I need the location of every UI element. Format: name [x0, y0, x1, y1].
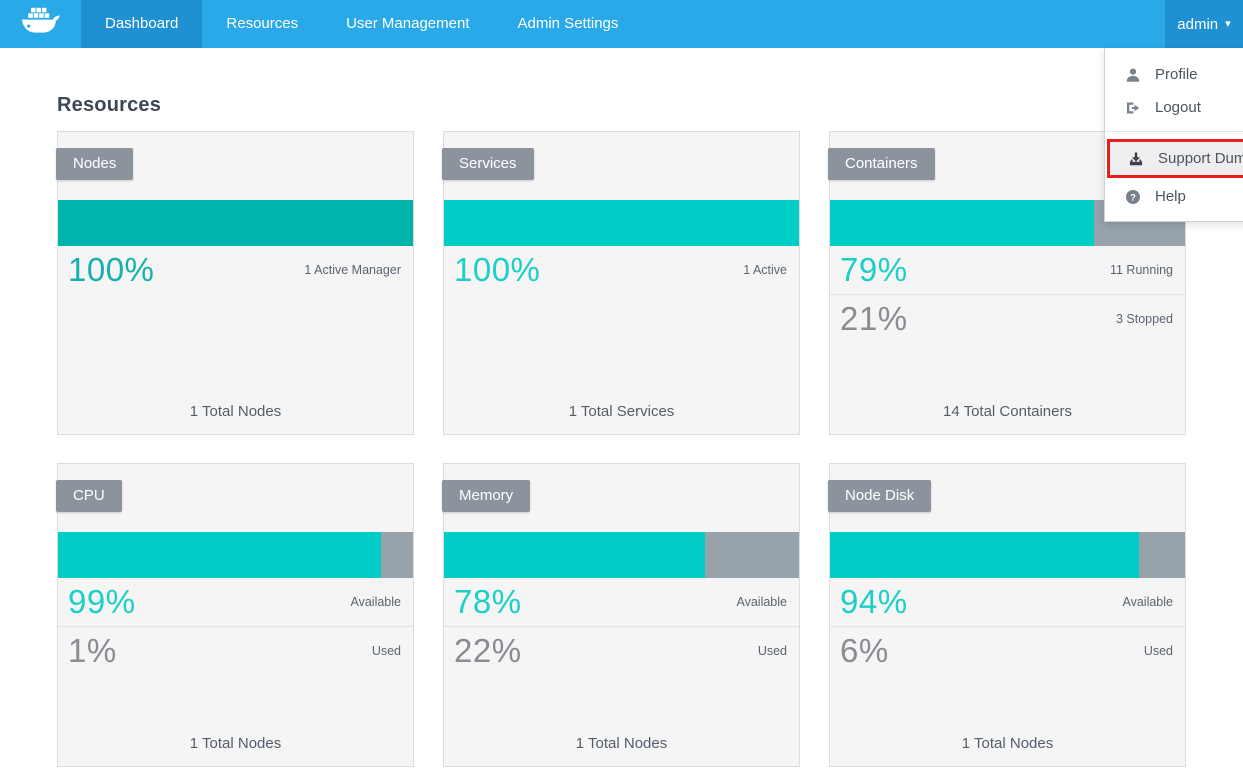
stat-label: 1 Active [743, 263, 787, 277]
resource-card-containers[interactable]: Containers 79% 11 Running 21% 3 Stopped … [828, 131, 1186, 435]
card-footer: 1 Total Services [568, 403, 675, 420]
stat-row: 100% 1 Active Manager [58, 246, 413, 294]
card-stats: 99% Available 1% Used [58, 578, 413, 674]
stat-label: 3 Stopped [1116, 311, 1173, 326]
stat-label: Used [757, 643, 787, 658]
logout-icon [1125, 100, 1141, 116]
stat-label: Available [350, 595, 401, 609]
card-footer: 1 Total Nodes [961, 735, 1054, 752]
main-content: Resources Nodes 100% 1 Active Manager 1 … [0, 94, 1243, 767]
resource-cards-grid: Nodes 100% 1 Active Manager 1 Total Node… [56, 131, 1186, 767]
card-stats: 78% Available 22% Used [444, 578, 799, 674]
stat-value: 78% [454, 583, 522, 620]
nav-item-resources[interactable]: Resources [226, 15, 299, 32]
docker-whale-icon [20, 6, 62, 42]
usage-bar [444, 200, 799, 246]
admin-menu-button[interactable]: admin ▾ [1165, 0, 1243, 48]
stat-value: 100% [454, 251, 541, 288]
stat-label: 1 Active Manager [304, 263, 401, 277]
stat-label: Used [371, 643, 401, 658]
help-icon: ? [1125, 189, 1141, 205]
top-navbar: Dashboard Resources User Management Admi… [0, 0, 1243, 48]
resource-card-nodes[interactable]: Nodes 100% 1 Active Manager 1 Total Node… [56, 131, 414, 435]
card-footer: 1 Total Nodes [189, 403, 282, 420]
resource-card-memory[interactable]: Memory 78% Available 22% Used 1 Total No… [442, 463, 800, 767]
page-title: Resources [57, 94, 162, 116]
stat-row: 99% Available [58, 578, 413, 626]
admin-username: admin [1177, 15, 1219, 33]
card-title-badge: Memory [442, 480, 531, 512]
stat-row: 6% Used [830, 626, 1185, 674]
menu-divider [1105, 131, 1243, 132]
stat-row: 94% Available [830, 578, 1185, 626]
main-nav: Dashboard Resources User Management Admi… [81, 0, 642, 48]
usage-bar-fill [58, 200, 413, 246]
usage-bar-fill [830, 200, 1095, 246]
card-title-badge: Node Disk [828, 480, 932, 512]
card-title-badge: Containers [828, 148, 935, 180]
card-title-badge: Nodes [56, 148, 134, 180]
stat-value: 22% [454, 631, 522, 669]
menu-item-profile[interactable]: Profile [1105, 58, 1243, 91]
stat-row: 79% 11 Running [830, 246, 1185, 294]
svg-text:?: ? [1130, 192, 1136, 203]
docker-logo[interactable] [0, 0, 81, 48]
resource-card-cpu[interactable]: CPU 99% Available 1% Used 1 Total Nodes [56, 463, 414, 767]
usage-bar-fill [444, 200, 799, 246]
stat-value: 100% [68, 251, 155, 288]
card-footer: 1 Total Nodes [189, 735, 282, 752]
card-footer: 14 Total Containers [943, 403, 1072, 420]
nav-item-user-management[interactable]: User Management [346, 15, 470, 32]
chevron-down-icon: ▾ [1225, 17, 1231, 30]
stat-value: 79% [840, 251, 908, 288]
usage-bar [830, 532, 1185, 578]
nav-item-admin-settings[interactable]: Admin Settings [517, 15, 619, 32]
stat-row: 22% Used [444, 626, 799, 674]
resource-card-services[interactable]: Services 100% 1 Active 1 Total Services [442, 131, 800, 435]
usage-bar [444, 532, 799, 578]
download-icon [1128, 151, 1144, 167]
menu-item-help[interactable]: ? Help [1105, 180, 1243, 213]
menu-item-label: Profile [1155, 66, 1198, 83]
stat-label: Available [736, 595, 787, 609]
stat-label: 11 Running [1109, 263, 1173, 277]
stat-row: 21% 3 Stopped [830, 294, 1185, 342]
usage-bar-fill [58, 532, 382, 578]
user-icon [1125, 67, 1141, 83]
card-stats: 94% Available 6% Used [830, 578, 1185, 674]
card-stats: 100% 1 Active Manager [58, 246, 413, 294]
stat-value: 1% [68, 631, 117, 669]
resource-card-node-disk[interactable]: Node Disk 94% Available 6% Used 1 Total … [828, 463, 1186, 767]
stat-label: Available [1122, 595, 1173, 609]
card-footer: 1 Total Nodes [575, 735, 668, 752]
usage-bar [58, 532, 413, 578]
menu-item-support-dump[interactable]: Support Dump [1110, 142, 1243, 175]
usage-bar-fill [444, 532, 705, 578]
stat-value: 94% [840, 583, 908, 620]
card-stats: 79% 11 Running 21% 3 Stopped [830, 246, 1185, 342]
stat-row: 78% Available [444, 578, 799, 626]
annotation-highlight-box: Support Dump [1107, 139, 1243, 178]
user-dropdown-menu: Profile Logout Support Dump ? [1104, 48, 1243, 222]
card-stats: 100% 1 Active [444, 246, 799, 294]
usage-bar-fill [830, 532, 1139, 578]
menu-item-label: Support Dump [1158, 150, 1243, 167]
stat-row: 1% Used [58, 626, 413, 674]
stat-value: 6% [840, 631, 889, 669]
stat-value: 99% [68, 583, 136, 620]
nav-item-dashboard[interactable]: Dashboard [81, 0, 203, 48]
nav-spacer [642, 0, 1165, 48]
card-title-badge: CPU [56, 480, 122, 512]
stat-row: 100% 1 Active [444, 246, 799, 294]
card-title-badge: Services [442, 148, 534, 180]
menu-item-label: Help [1155, 188, 1186, 205]
stat-label: Used [1143, 643, 1173, 658]
usage-bar [58, 200, 413, 246]
stat-value: 21% [840, 299, 908, 337]
menu-item-label: Logout [1155, 99, 1201, 116]
menu-item-logout[interactable]: Logout [1105, 91, 1243, 124]
